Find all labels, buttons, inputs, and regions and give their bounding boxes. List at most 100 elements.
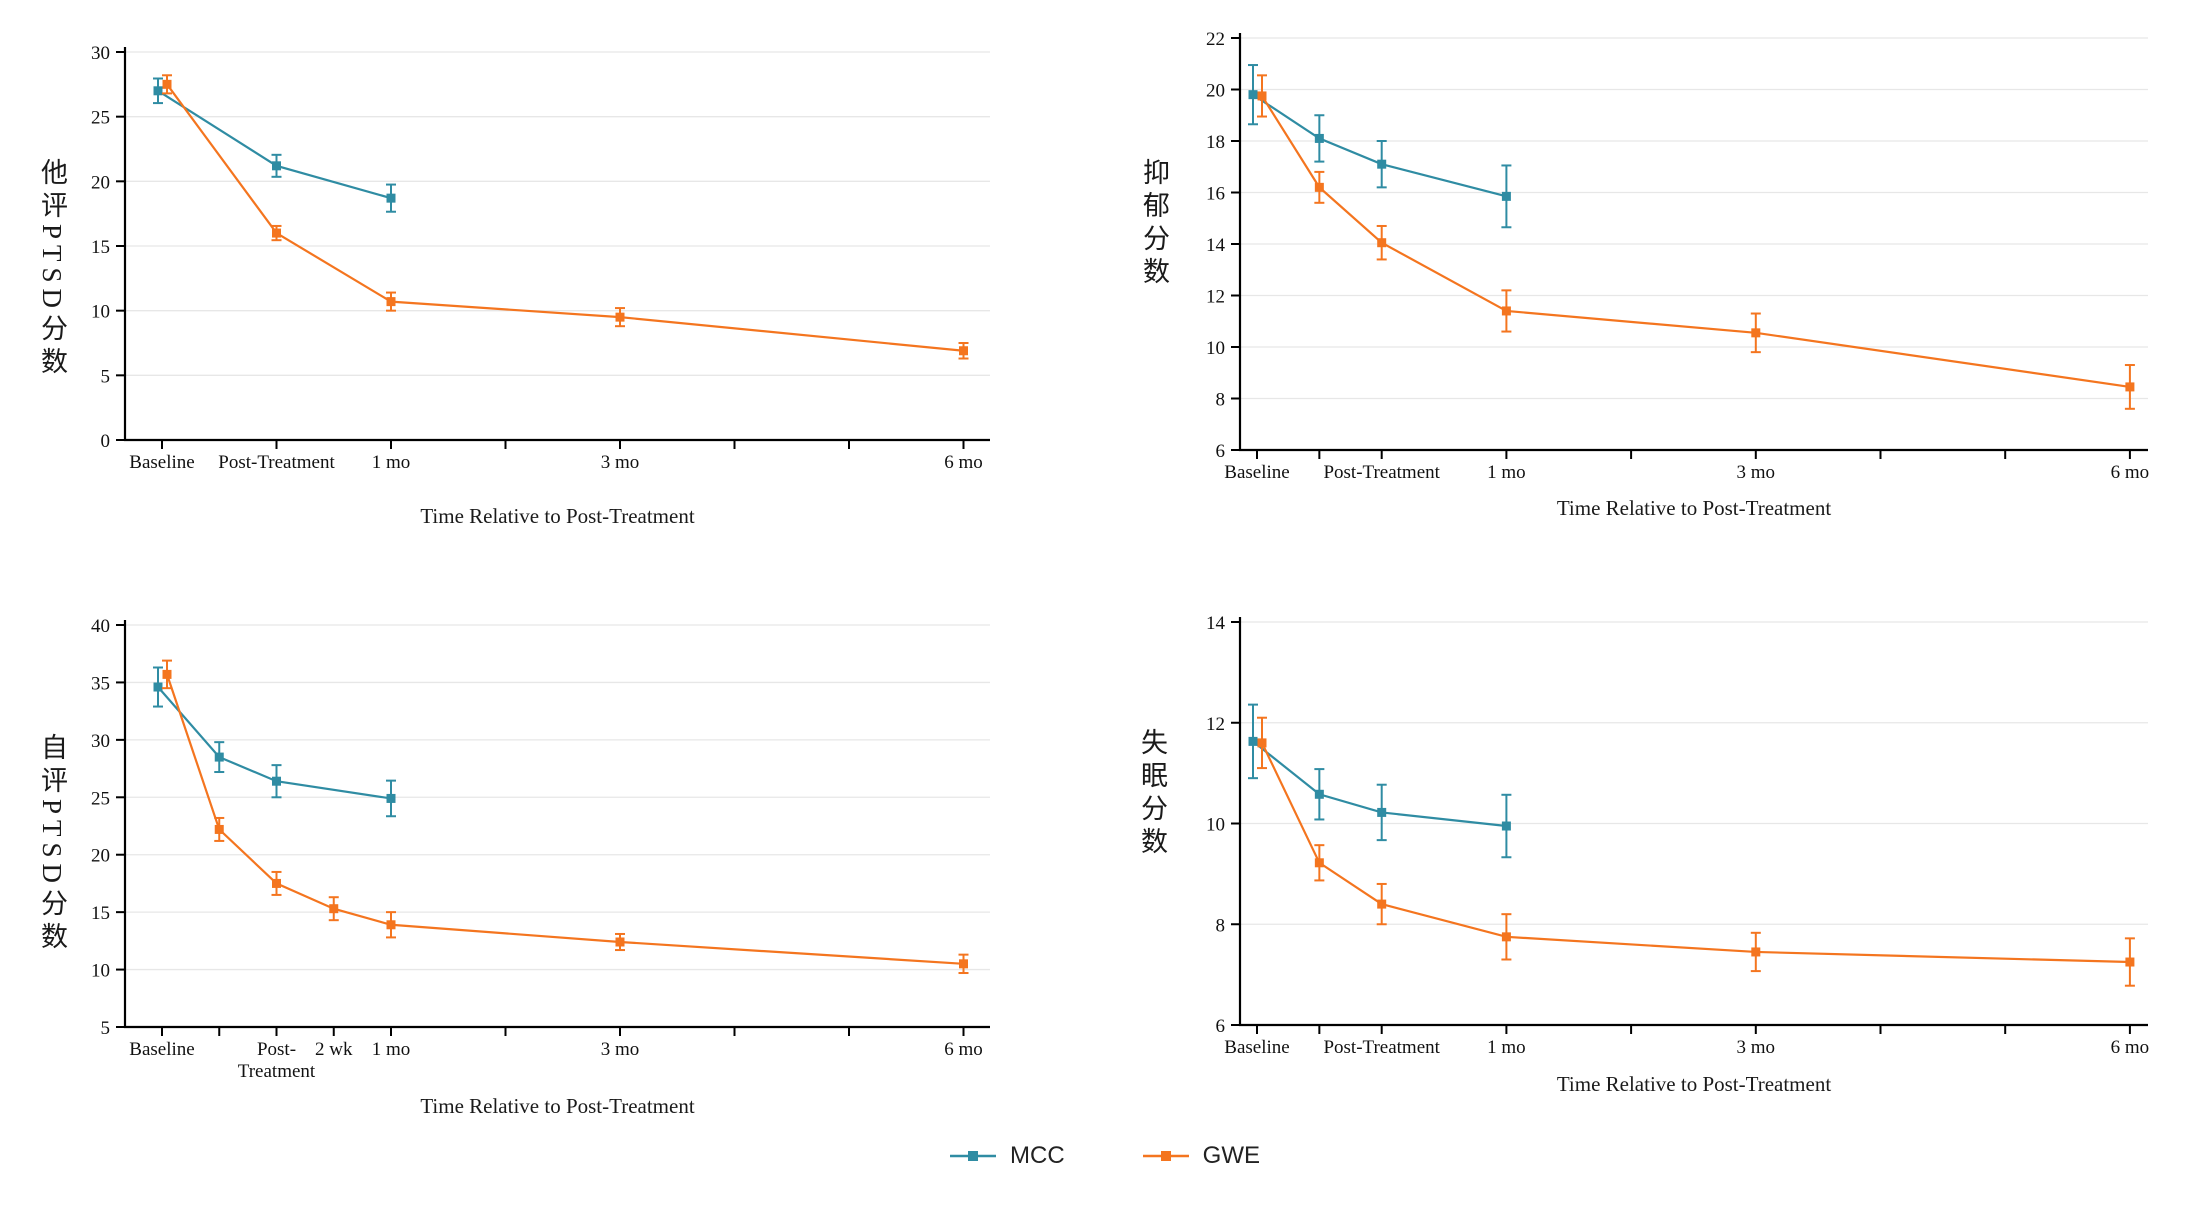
x-tick-label: 6 mo [944, 452, 983, 473]
legend-label-gwe: GWE [1202, 1142, 1260, 1169]
xaxis-title-clinician-ptsd: Time Relative to Post-Treatment [420, 504, 695, 528]
series-line [165, 674, 964, 965]
axes [1238, 617, 2148, 1027]
data-point-marker [1248, 736, 1258, 746]
y-tick-label: 20 [1206, 81, 1225, 102]
x-tick-label: 1 mo [372, 452, 411, 473]
data-point-marker [272, 161, 281, 171]
ylabel-clinician-ptsd: 他评PTSD分数 [37, 158, 67, 381]
error-bars [162, 74, 969, 360]
x-axis-ticks: Baseline Post-Treatment 1 mo 3 mo 6 mo [1224, 450, 2149, 483]
x-tick-label: 3 mo [1737, 462, 1776, 483]
series-gwe [1257, 74, 2135, 410]
data-point-marker [386, 297, 396, 307]
y-tick-label: 40 [91, 616, 110, 637]
x-tick-label: 6 mo [2111, 462, 2150, 483]
error-bars [1248, 703, 1512, 859]
data-point-marker [214, 752, 224, 762]
x-tick-label: 6 mo [944, 1039, 983, 1060]
y-axis-ticks: 5 10 15 20 25 30 35 40 [91, 616, 125, 1039]
ylabel-insomnia: 失眠分数 [1137, 728, 1167, 860]
ylabel-self-ptsd: 自评PTSD分数 [37, 733, 67, 956]
y-tick-label: 10 [91, 961, 110, 982]
x-tick-label: Baseline [129, 1039, 194, 1060]
data-point-marker [386, 793, 396, 803]
axes [123, 47, 990, 442]
data-point-marker [1501, 191, 1511, 201]
y-tick-label: 20 [91, 846, 110, 867]
error-bars [153, 77, 396, 213]
x-axis-ticks: Baseline Post-Treatment 1 mo 3 mo 6 mo [129, 440, 983, 473]
data-point-marker [959, 959, 968, 969]
gridlines [125, 624, 990, 971]
data-point-marker [386, 193, 396, 203]
x-tick-label: Post-Treatment [238, 1039, 316, 1082]
series-gwe [162, 659, 969, 975]
y-axis-ticks: 0 5 10 15 20 25 30 [91, 43, 125, 452]
axes [1238, 33, 2148, 452]
data-point-marker [1257, 738, 1267, 748]
data-point-marker [615, 312, 625, 322]
x-tick-label: 1 mo [1487, 1037, 1526, 1058]
error-bars [162, 659, 969, 975]
x-tick-label: Post-Treatment [1323, 462, 1440, 483]
y-tick-label: 10 [91, 302, 110, 323]
data-point-marker [1377, 238, 1387, 248]
legend-item-gwe: GWE [1142, 1142, 1260, 1170]
data-point-marker [1248, 90, 1258, 100]
gridlines [125, 51, 990, 376]
data-point-marker [1314, 133, 1324, 143]
ylabel-depression: 抑郁分数 [1139, 158, 1169, 290]
data-point-marker [1314, 858, 1324, 868]
mcc-line-square-swatch [950, 1151, 997, 1161]
y-axis-ticks: 6 8 10 12 14 16 18 20 22 [1206, 29, 1240, 462]
xaxis-title-insomnia: Time Relative to Post-Treatment [1556, 1072, 1832, 1096]
series-mcc [1248, 703, 1512, 859]
series-line [157, 686, 392, 800]
axes [123, 620, 990, 1029]
series-mcc [153, 77, 396, 213]
series-line [1261, 742, 2130, 964]
data-point-marker [1377, 159, 1387, 169]
data-point-marker [1377, 807, 1387, 817]
data-point-marker [1257, 91, 1267, 101]
y-tick-label: 16 [1206, 184, 1225, 205]
y-tick-label: 10 [1206, 815, 1225, 836]
x-tick-label: 3 mo [601, 452, 640, 473]
error-bars [1257, 74, 2135, 410]
x-tick-label: Baseline [1224, 462, 1289, 483]
y-tick-label: 25 [91, 788, 110, 809]
data-point-marker [272, 776, 281, 786]
y-tick-label: 14 [1206, 613, 1226, 634]
x-tick-label: 6 mo [2111, 1037, 2150, 1058]
data-point-marker [162, 79, 172, 89]
data-point-marker [1501, 821, 1511, 831]
x-tick-label: Baseline [1224, 1037, 1289, 1058]
series-gwe [162, 74, 969, 360]
data-point-marker [1751, 947, 1761, 957]
data-point-marker [1377, 899, 1387, 909]
x-tick-label: Baseline [129, 452, 194, 473]
gwe-line-square-swatch [1142, 1151, 1189, 1161]
data-point-marker [153, 682, 163, 692]
chart-insomnia: 6 8 10 12 14 Baseline Post-Treatment 1 mo 3 mo 6 … [1206, 613, 2149, 1058]
y-tick-label: 22 [1206, 29, 1225, 50]
data-point-marker [959, 346, 968, 356]
series-mcc [153, 666, 396, 818]
y-tick-label: 6 [1216, 1016, 1226, 1037]
y-tick-label: 14 [1206, 235, 1226, 256]
x-tick-label: Post-Treatment [1323, 1037, 1440, 1058]
y-tick-label: 0 [101, 431, 111, 452]
legend-label-mcc: MCC [1010, 1142, 1065, 1169]
y-tick-label: 8 [1216, 390, 1226, 411]
y-tick-label: 6 [1216, 441, 1226, 462]
gridlines [1240, 621, 2148, 925]
series-line [1261, 95, 2131, 389]
series-line [1252, 93, 1507, 198]
xaxis-title-depression: Time Relative to Post-Treatment [1556, 496, 1832, 520]
y-tick-label: 35 [91, 673, 110, 694]
